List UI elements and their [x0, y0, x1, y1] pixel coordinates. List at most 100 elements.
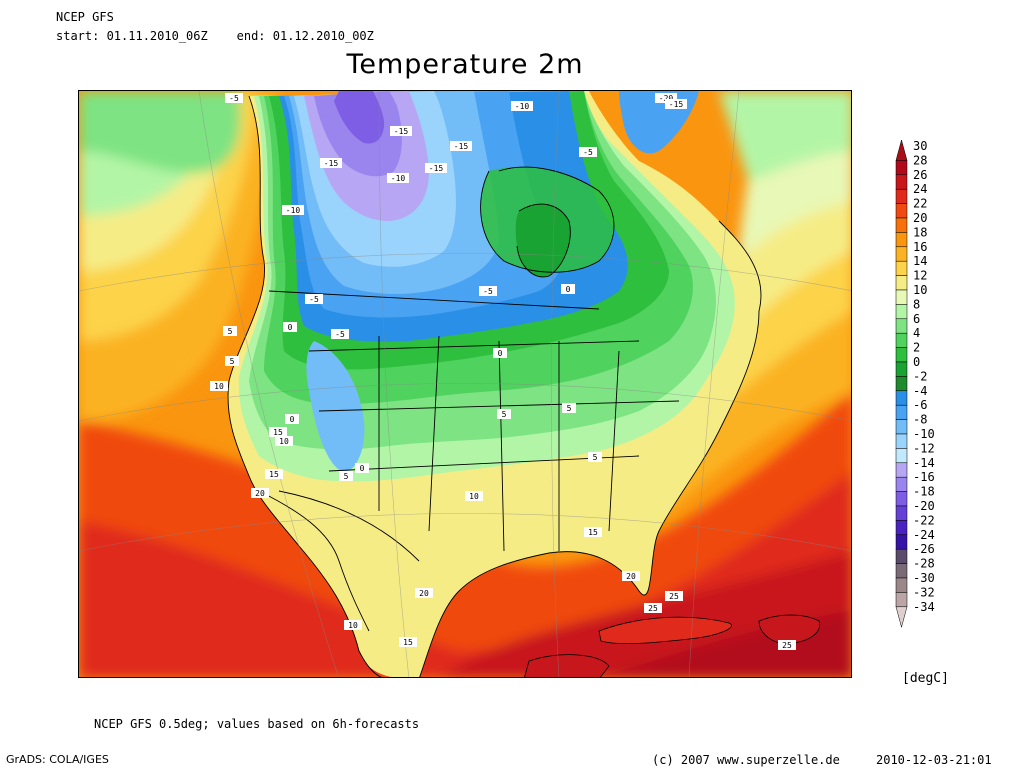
contour-label: 10	[344, 620, 362, 630]
svg-text:25: 25	[669, 592, 679, 601]
legend-unit: [degC]	[902, 671, 949, 686]
legend-swatch	[895, 548, 908, 564]
contour-label: -10	[511, 101, 533, 111]
svg-text:-5: -5	[583, 148, 593, 157]
contour-label: 0	[493, 348, 507, 358]
legend-swatch	[895, 160, 908, 176]
contour-label: -5	[305, 294, 323, 304]
svg-text:20: 20	[419, 589, 429, 598]
legend-swatch	[895, 232, 908, 248]
contour-label: 5	[225, 356, 239, 366]
svg-text:-15: -15	[669, 100, 684, 109]
svg-text:10: 10	[214, 382, 224, 391]
legend-swatches	[895, 139, 908, 628]
legend-swatch	[895, 203, 908, 219]
legend-swatch	[895, 260, 908, 276]
legend-swatch	[895, 606, 908, 628]
forecast-period: start: 01.11.2010_06Z end: 01.12.2010_00…	[56, 29, 374, 43]
legend-label: -34	[913, 600, 935, 614]
data-footnote: NCEP GFS 0.5deg; values based on 6h-fore…	[94, 717, 420, 731]
legend-label: 22	[913, 197, 927, 211]
contour-label: -5	[225, 93, 243, 103]
contour-label: 20	[251, 488, 269, 498]
legend-swatch	[895, 462, 908, 478]
contour-label: 5	[497, 409, 511, 419]
graticule	[79, 91, 851, 677]
legend-label: -30	[913, 571, 935, 585]
legend-label: 10	[913, 283, 927, 297]
svg-text:-5: -5	[335, 330, 345, 339]
legend-label: 2	[913, 341, 920, 355]
legend-label: -24	[913, 528, 935, 542]
legend-swatch	[895, 491, 908, 507]
contour-label: 15	[584, 527, 602, 537]
model-name: NCEP GFS	[56, 10, 114, 24]
svg-text:-5: -5	[309, 295, 319, 304]
svg-text:25: 25	[648, 604, 658, 613]
legend-label: 16	[913, 240, 927, 254]
legend-label: -20	[913, 499, 935, 513]
legend-label: -8	[913, 413, 927, 427]
legend-label: -28	[913, 557, 935, 571]
legend-label: -32	[913, 585, 935, 599]
svg-text:5: 5	[567, 404, 572, 413]
legend-swatch	[895, 318, 908, 334]
contour-label: -15	[390, 126, 412, 136]
svg-text:20: 20	[255, 489, 265, 498]
caribbean-islands	[524, 614, 820, 677]
contour-label: 25	[778, 640, 796, 650]
legend-swatch	[895, 304, 908, 320]
svg-text:10: 10	[279, 437, 289, 446]
contour-label: 0	[283, 322, 297, 332]
svg-text:5: 5	[593, 453, 598, 462]
legend-label: 24	[913, 182, 927, 196]
legend-label: 28	[913, 153, 927, 167]
legend-swatch	[895, 404, 908, 420]
legend-swatch	[895, 361, 908, 377]
contour-label: 10	[275, 436, 293, 446]
legend-swatch	[895, 246, 908, 262]
contour-label: -15	[425, 163, 447, 173]
legend-label: -2	[913, 369, 927, 383]
contour-label: 0	[355, 463, 369, 473]
legend-swatch	[895, 332, 908, 348]
svg-text:-10: -10	[286, 206, 301, 215]
contour-label: -15	[665, 99, 687, 109]
legend-label: 6	[913, 312, 920, 326]
svg-text:15: 15	[269, 470, 279, 479]
contour-label: -5	[331, 329, 349, 339]
legend-label: -22	[913, 513, 935, 527]
svg-text:0: 0	[498, 349, 503, 358]
svg-text:10: 10	[469, 492, 479, 501]
svg-text:15: 15	[588, 528, 598, 537]
contour-label: 25	[665, 591, 683, 601]
contour-label: 15	[265, 469, 283, 479]
legend-swatch	[895, 592, 908, 608]
svg-text:0: 0	[360, 464, 365, 473]
contour-label: 5	[588, 452, 602, 462]
svg-text:-15: -15	[429, 164, 444, 173]
svg-text:5: 5	[344, 472, 349, 481]
legend-label: 8	[913, 297, 920, 311]
grads-credit: GrADS: COLA/IGES	[6, 753, 109, 766]
contour-label: 10	[210, 381, 228, 391]
svg-text:-10: -10	[391, 174, 406, 183]
legend-swatch	[895, 289, 908, 305]
legend-swatch	[895, 390, 908, 406]
svg-text:5: 5	[228, 327, 233, 336]
svg-text:5: 5	[502, 410, 507, 419]
legend-label: 4	[913, 326, 920, 340]
contour-label: 0	[285, 414, 299, 424]
svg-text:-5: -5	[229, 94, 239, 103]
contour-label: 15	[399, 637, 417, 647]
contour-label: 5	[562, 403, 576, 413]
legend-labels: 302826242220181614121086420-2-4-6-8-10-1…	[913, 139, 935, 614]
timestamp: 2010-12-03-21:01	[876, 753, 992, 767]
legend-label: -4	[913, 384, 927, 398]
legend-label: 20	[913, 211, 927, 225]
copyright: (c) 2007 www.superzelle.de	[652, 753, 840, 767]
svg-text:25: 25	[782, 641, 792, 650]
legend-swatch	[895, 577, 908, 593]
legend-swatch	[895, 520, 908, 536]
svg-text:0: 0	[288, 323, 293, 332]
